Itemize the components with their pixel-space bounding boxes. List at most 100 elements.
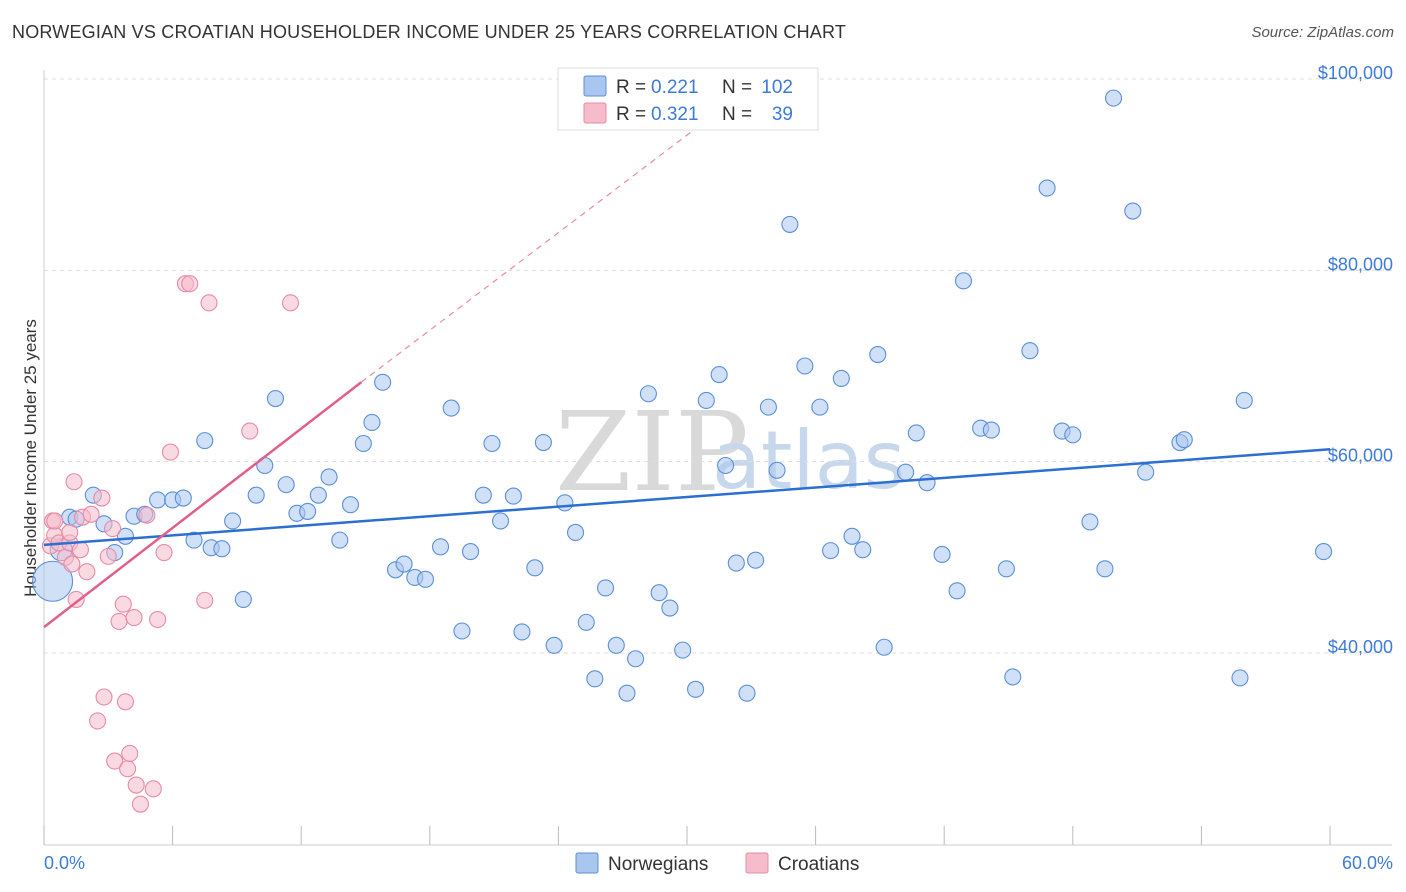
norwegians-point — [483, 434, 501, 453]
norwegians-point — [1038, 179, 1056, 197]
norwegians-point — [416, 570, 435, 588]
croatians-point — [106, 752, 124, 770]
croatians-point — [131, 795, 149, 813]
norwegians-point — [948, 582, 966, 600]
y-tick-label: $40,000 — [1328, 637, 1393, 657]
norwegians-point — [854, 541, 872, 559]
norwegians-point — [982, 421, 1000, 439]
norwegians-point — [491, 512, 510, 530]
bottom-legend-label-croatians: Croatians — [778, 854, 859, 875]
croatians-point — [71, 541, 89, 559]
watermark-atlas: atlas — [712, 414, 905, 507]
norwegians-point — [1081, 513, 1099, 531]
norwegians-point — [1137, 463, 1155, 481]
norwegians-point — [354, 434, 372, 453]
croatians-point — [181, 275, 199, 293]
norwegians-point — [149, 491, 167, 509]
norwegians-point — [697, 391, 715, 409]
norwegians-point — [266, 389, 285, 408]
norwegians-point — [341, 496, 360, 514]
norwegians-point — [747, 551, 765, 569]
croatians-point — [114, 595, 132, 613]
bottom-legend-swatch-norwegians — [575, 852, 599, 874]
x-tick-min: 0.0% — [44, 853, 85, 873]
croatians-point — [99, 547, 117, 565]
norwegians-point — [586, 670, 604, 688]
croatians-point — [138, 506, 156, 524]
norwegians-point — [1096, 560, 1114, 578]
norwegians-point — [566, 523, 585, 542]
croatians-point — [281, 294, 300, 312]
croatians-points — [41, 275, 300, 813]
norwegians-point — [309, 486, 327, 504]
norwegians-point — [1021, 342, 1039, 360]
legend-n-value-croatians: 39 — [772, 104, 793, 125]
croatians-point — [78, 563, 96, 581]
norwegians-point — [277, 476, 295, 494]
norwegians-point — [822, 542, 840, 560]
norwegians-point — [738, 684, 756, 702]
norwegians-point — [331, 531, 349, 549]
croatians-point — [67, 590, 85, 608]
norwegians-point — [1064, 426, 1082, 444]
legend-n-label-norwegians: N = — [722, 77, 752, 98]
croatians-trend-line — [43, 381, 362, 629]
norwegians-point — [710, 366, 728, 384]
norwegians-point — [247, 486, 265, 504]
norwegians-point — [545, 636, 563, 654]
croatians-point — [127, 776, 145, 794]
norwegians-points — [32, 89, 1333, 702]
x-tick-max: 60.0% — [1342, 853, 1393, 873]
croatians-point — [119, 760, 137, 778]
croatians-point — [63, 555, 81, 573]
norwegians-point — [759, 398, 777, 416]
norwegians-point — [513, 623, 531, 641]
norwegians-point — [461, 543, 480, 561]
norwegians-point — [639, 385, 657, 403]
norwegians-point — [1124, 202, 1142, 220]
norwegians-point — [627, 650, 645, 668]
norwegians-point — [431, 538, 450, 556]
norwegians-point — [577, 613, 595, 631]
norwegians-point — [1175, 431, 1193, 449]
norwegians-point — [796, 357, 814, 375]
norwegians-point — [687, 680, 705, 698]
croatians-point — [196, 591, 214, 609]
correlation-legend: R = 0.221 N = 102 R = 0.321 N = 39 — [557, 67, 819, 131]
bottom-legend-label-norwegians: Norwegians — [608, 854, 708, 875]
croatians-point — [149, 610, 167, 629]
norwegians-point — [213, 540, 231, 558]
norwegians-point — [526, 559, 544, 577]
norwegians-point — [1004, 668, 1022, 686]
norwegians-point — [618, 684, 636, 702]
norwegians-point — [234, 590, 252, 608]
y-tick-label: $100,000 — [1318, 63, 1393, 83]
norwegians-point — [727, 554, 745, 572]
croatians-point — [110, 612, 128, 630]
norwegians-point — [299, 502, 317, 520]
norwegians-point — [320, 468, 338, 486]
norwegians-point — [997, 560, 1015, 578]
norwegians-point — [185, 531, 203, 549]
norwegians-point — [174, 489, 192, 507]
norwegians-point — [811, 398, 829, 416]
norwegians-point — [597, 579, 615, 597]
croatians-point — [82, 505, 100, 523]
legend-swatch-norwegians — [583, 75, 607, 97]
norwegians-trend-line — [43, 447, 1331, 547]
norwegians-point — [395, 555, 413, 573]
norwegians-point — [768, 461, 786, 479]
croatians-point — [65, 473, 83, 491]
norwegians-point — [504, 487, 522, 505]
norwegians-point — [442, 399, 460, 417]
legend-r-value-norwegians: 0.221 — [651, 77, 699, 98]
legend-r-value-croatians: 0.321 — [651, 104, 699, 125]
norwegians-point — [363, 413, 381, 431]
croatians-point — [93, 489, 111, 507]
norwegians-point — [875, 638, 893, 656]
norwegians-point — [1235, 391, 1253, 409]
croatians-trend-extension — [360, 121, 705, 383]
legend-swatch-croatians — [583, 102, 607, 124]
croatians-point — [241, 422, 259, 440]
